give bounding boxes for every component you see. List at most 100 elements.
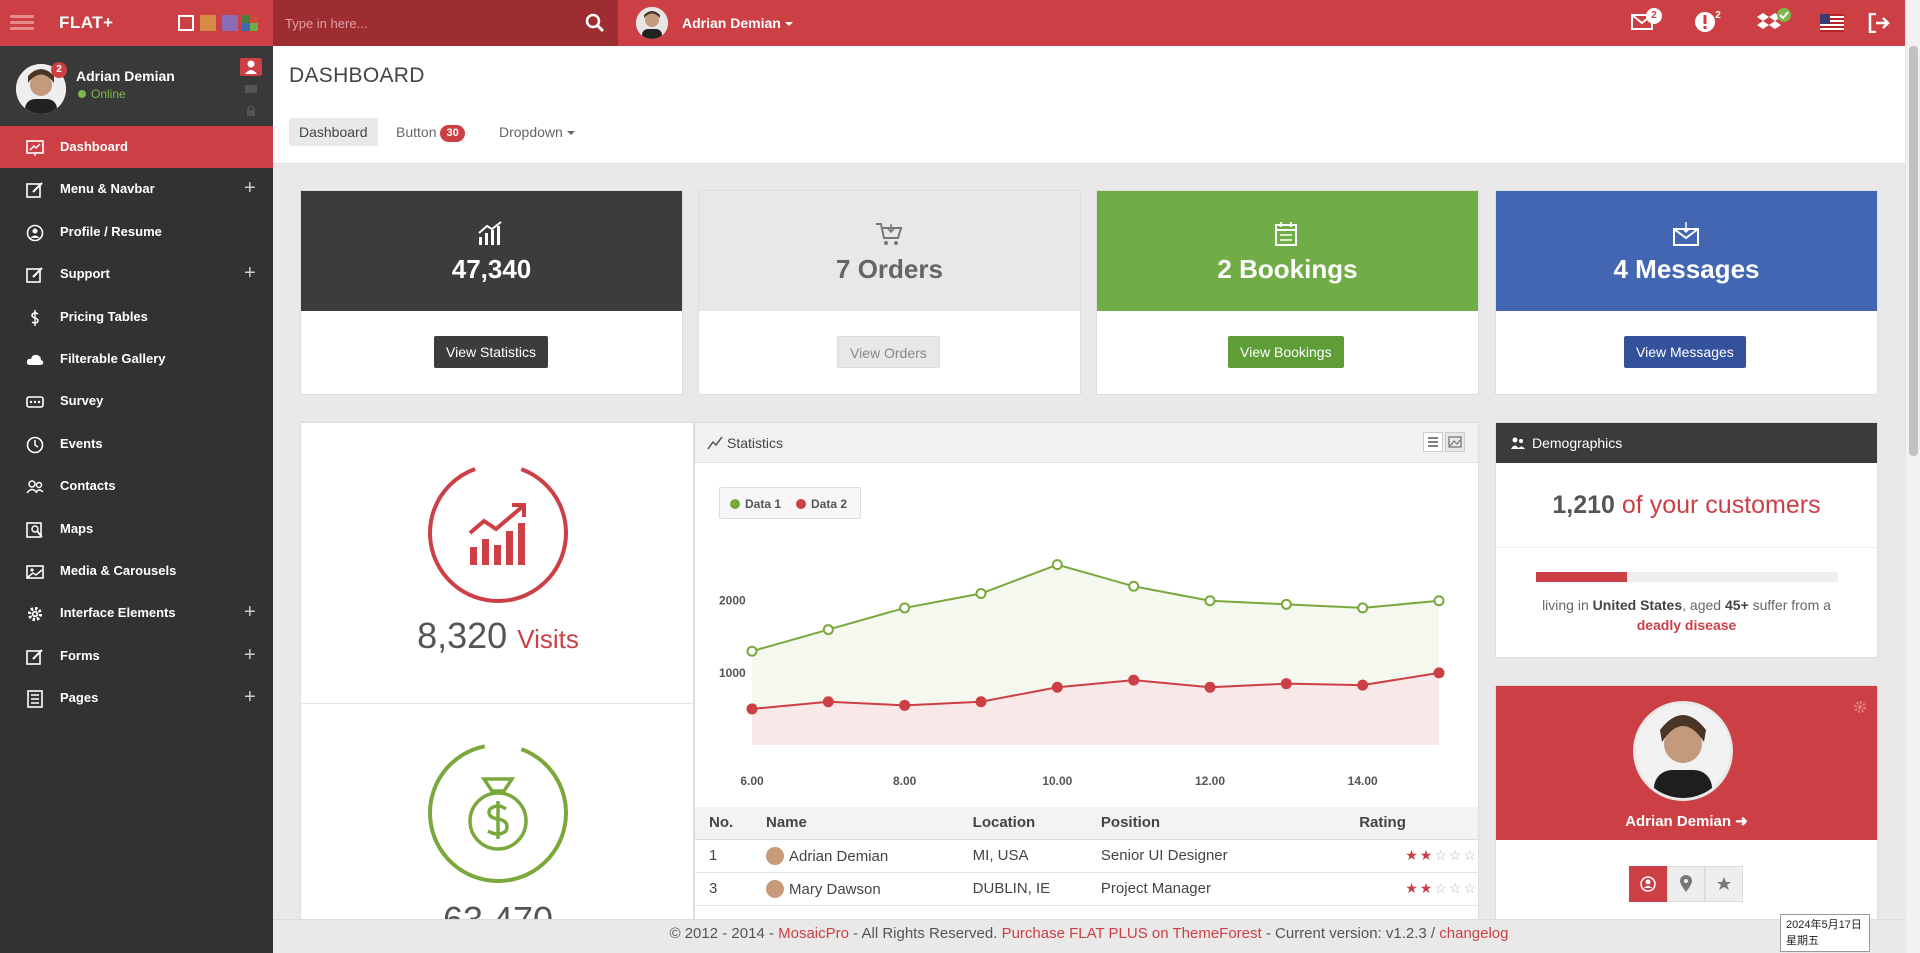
- sidebar-item-pricing-tables[interactable]: Pricing Tables: [0, 296, 273, 338]
- data-point[interactable]: [822, 696, 834, 708]
- image-view-icon[interactable]: [1445, 432, 1465, 452]
- star-rating[interactable]: ★★☆☆☆: [1405, 847, 1478, 863]
- table-row[interactable]: 3 Mary Dawson DUBLIN, IE Project Manager ★★☆…: [695, 872, 1478, 906]
- view-messages-button[interactable]: View Messages: [1624, 336, 1746, 368]
- theme-swatch-white[interactable]: [178, 15, 194, 31]
- view-statistics-button[interactable]: View Statistics: [434, 336, 548, 368]
- star-icon[interactable]: ☆: [1448, 847, 1464, 863]
- data-point[interactable]: [1128, 580, 1140, 592]
- col-location[interactable]: Location: [958, 807, 1087, 840]
- theme-swatch-red[interactable]: [250, 15, 258, 23]
- legend-data-1[interactable]: Data 1: [730, 497, 781, 511]
- theme-swatch-purple[interactable]: [222, 15, 238, 31]
- search-icon[interactable]: [585, 13, 605, 33]
- logout-icon[interactable]: [1868, 13, 1890, 33]
- star-rating[interactable]: ★★☆☆☆: [1405, 880, 1478, 896]
- data-point[interactable]: [1357, 602, 1369, 614]
- crumb-button[interactable]: Button 30: [396, 118, 465, 146]
- sidebar-item-pages[interactable]: Pages +: [0, 677, 273, 719]
- crumb-dropdown[interactable]: Dropdown: [499, 118, 575, 146]
- star-icon[interactable]: ☆: [1434, 880, 1449, 896]
- sidebar-item-survey[interactable]: Survey: [0, 380, 273, 422]
- user-name[interactable]: Adrian Demian: [682, 15, 793, 31]
- star-icon[interactable]: ☆: [1434, 847, 1449, 863]
- sidebar-item-contacts[interactable]: Contacts: [0, 465, 273, 507]
- sidebar-item-dashboard[interactable]: Dashboard: [0, 126, 273, 168]
- data-point[interactable]: [1280, 598, 1292, 610]
- theme-swatch-lime[interactable]: [250, 23, 258, 31]
- crumb-dashboard[interactable]: Dashboard: [289, 118, 378, 146]
- view-orders-button[interactable]: View Orders: [837, 336, 940, 368]
- sidebar-item-forms[interactable]: Forms +: [0, 635, 273, 677]
- tab-profile[interactable]: [1629, 866, 1667, 902]
- star-icon[interactable]: ★: [1419, 880, 1435, 896]
- star-icon[interactable]: ☆: [1463, 880, 1478, 896]
- star-icon[interactable]: ☆: [1463, 847, 1478, 863]
- col-name[interactable]: Name: [752, 807, 959, 840]
- data-point[interactable]: [1280, 678, 1292, 690]
- col-rating[interactable]: Rating: [1345, 807, 1478, 840]
- data-point[interactable]: [899, 699, 911, 711]
- sidebar-item-interface-elements[interactable]: Interface Elements +: [0, 592, 273, 634]
- user-icon[interactable]: [240, 58, 262, 76]
- data-point[interactable]: [899, 602, 911, 614]
- brand-logo[interactable]: FLAT+: [59, 13, 114, 32]
- data-point[interactable]: [1433, 595, 1445, 607]
- star-icon[interactable]: ★: [1419, 847, 1435, 863]
- expand-plus-icon[interactable]: +: [244, 177, 256, 200]
- table-row[interactable]: 1 Adrian Demian MI, USA Senior UI Designer ★…: [695, 839, 1478, 873]
- data-point[interactable]: [746, 703, 758, 715]
- dropbox-icon[interactable]: [1757, 11, 1781, 33]
- data-point[interactable]: [1051, 681, 1063, 693]
- sidebar-item-menu-navbar[interactable]: Menu & Navbar +: [0, 168, 273, 210]
- data-point[interactable]: [746, 645, 758, 657]
- star-icon[interactable]: ★: [1405, 847, 1420, 863]
- tab-favorites[interactable]: [1705, 866, 1743, 902]
- alert-icon[interactable]: [1694, 11, 1716, 33]
- sidebar-item-events[interactable]: Events: [0, 423, 273, 465]
- tab-location[interactable]: [1667, 866, 1705, 902]
- sidebar-item-media-carousels[interactable]: Media & Carousels: [0, 550, 273, 592]
- theme-swatch-orange[interactable]: [200, 15, 216, 31]
- gear-icon[interactable]: [1853, 700, 1867, 714]
- purchase-link[interactable]: Purchase FLAT PLUS on ThemeForest: [1001, 925, 1262, 942]
- star-icon[interactable]: ★: [1405, 880, 1420, 896]
- data-point[interactable]: [1433, 667, 1445, 679]
- data-point[interactable]: [975, 696, 987, 708]
- theme-swatch-green[interactable]: [242, 15, 250, 23]
- col-no[interactable]: No.: [695, 807, 752, 840]
- changelog-link[interactable]: changelog: [1439, 925, 1509, 942]
- search-input[interactable]: [285, 13, 565, 33]
- list-view-icon[interactable]: [1423, 432, 1443, 452]
- data-point[interactable]: [822, 624, 834, 636]
- menu-toggle-icon[interactable]: [10, 12, 34, 34]
- data-point[interactable]: [1128, 674, 1140, 686]
- avatar[interactable]: [1633, 701, 1733, 801]
- theme-swatch-blue[interactable]: [242, 23, 250, 31]
- data-point[interactable]: [1204, 681, 1216, 693]
- profile-card-name[interactable]: Adrian Demian ➜: [1496, 812, 1877, 830]
- scrollbar[interactable]: [1905, 0, 1920, 953]
- scrollbar-thumb[interactable]: [1909, 46, 1918, 456]
- star-icon[interactable]: ☆: [1448, 880, 1464, 896]
- data-point[interactable]: [1051, 559, 1063, 571]
- data-point[interactable]: [975, 588, 987, 599]
- data-point[interactable]: [1204, 595, 1216, 607]
- col-position[interactable]: Position: [1086, 807, 1346, 840]
- legend-data-2[interactable]: Data 2: [796, 497, 847, 511]
- sidebar-item-profile-resume[interactable]: Profile / Resume: [0, 211, 273, 253]
- expand-plus-icon[interactable]: +: [244, 601, 256, 624]
- company-link[interactable]: MosaicPro: [778, 925, 849, 942]
- profile-name[interactable]: Adrian Demian: [76, 68, 175, 84]
- sidebar-item-support[interactable]: Support +: [0, 253, 273, 295]
- expand-plus-icon[interactable]: +: [244, 643, 256, 666]
- lock-icon[interactable]: [240, 102, 262, 120]
- sidebar-item-filterable-gallery[interactable]: Filterable Gallery: [0, 338, 273, 380]
- mail-icon[interactable]: [240, 80, 262, 98]
- expand-plus-icon[interactable]: +: [244, 262, 256, 285]
- sidebar-item-maps[interactable]: Maps: [0, 508, 273, 550]
- expand-plus-icon[interactable]: +: [244, 686, 256, 709]
- us-flag-icon[interactable]: [1820, 14, 1844, 32]
- view-bookings-button[interactable]: View Bookings: [1228, 336, 1344, 368]
- data-point[interactable]: [1357, 679, 1369, 691]
